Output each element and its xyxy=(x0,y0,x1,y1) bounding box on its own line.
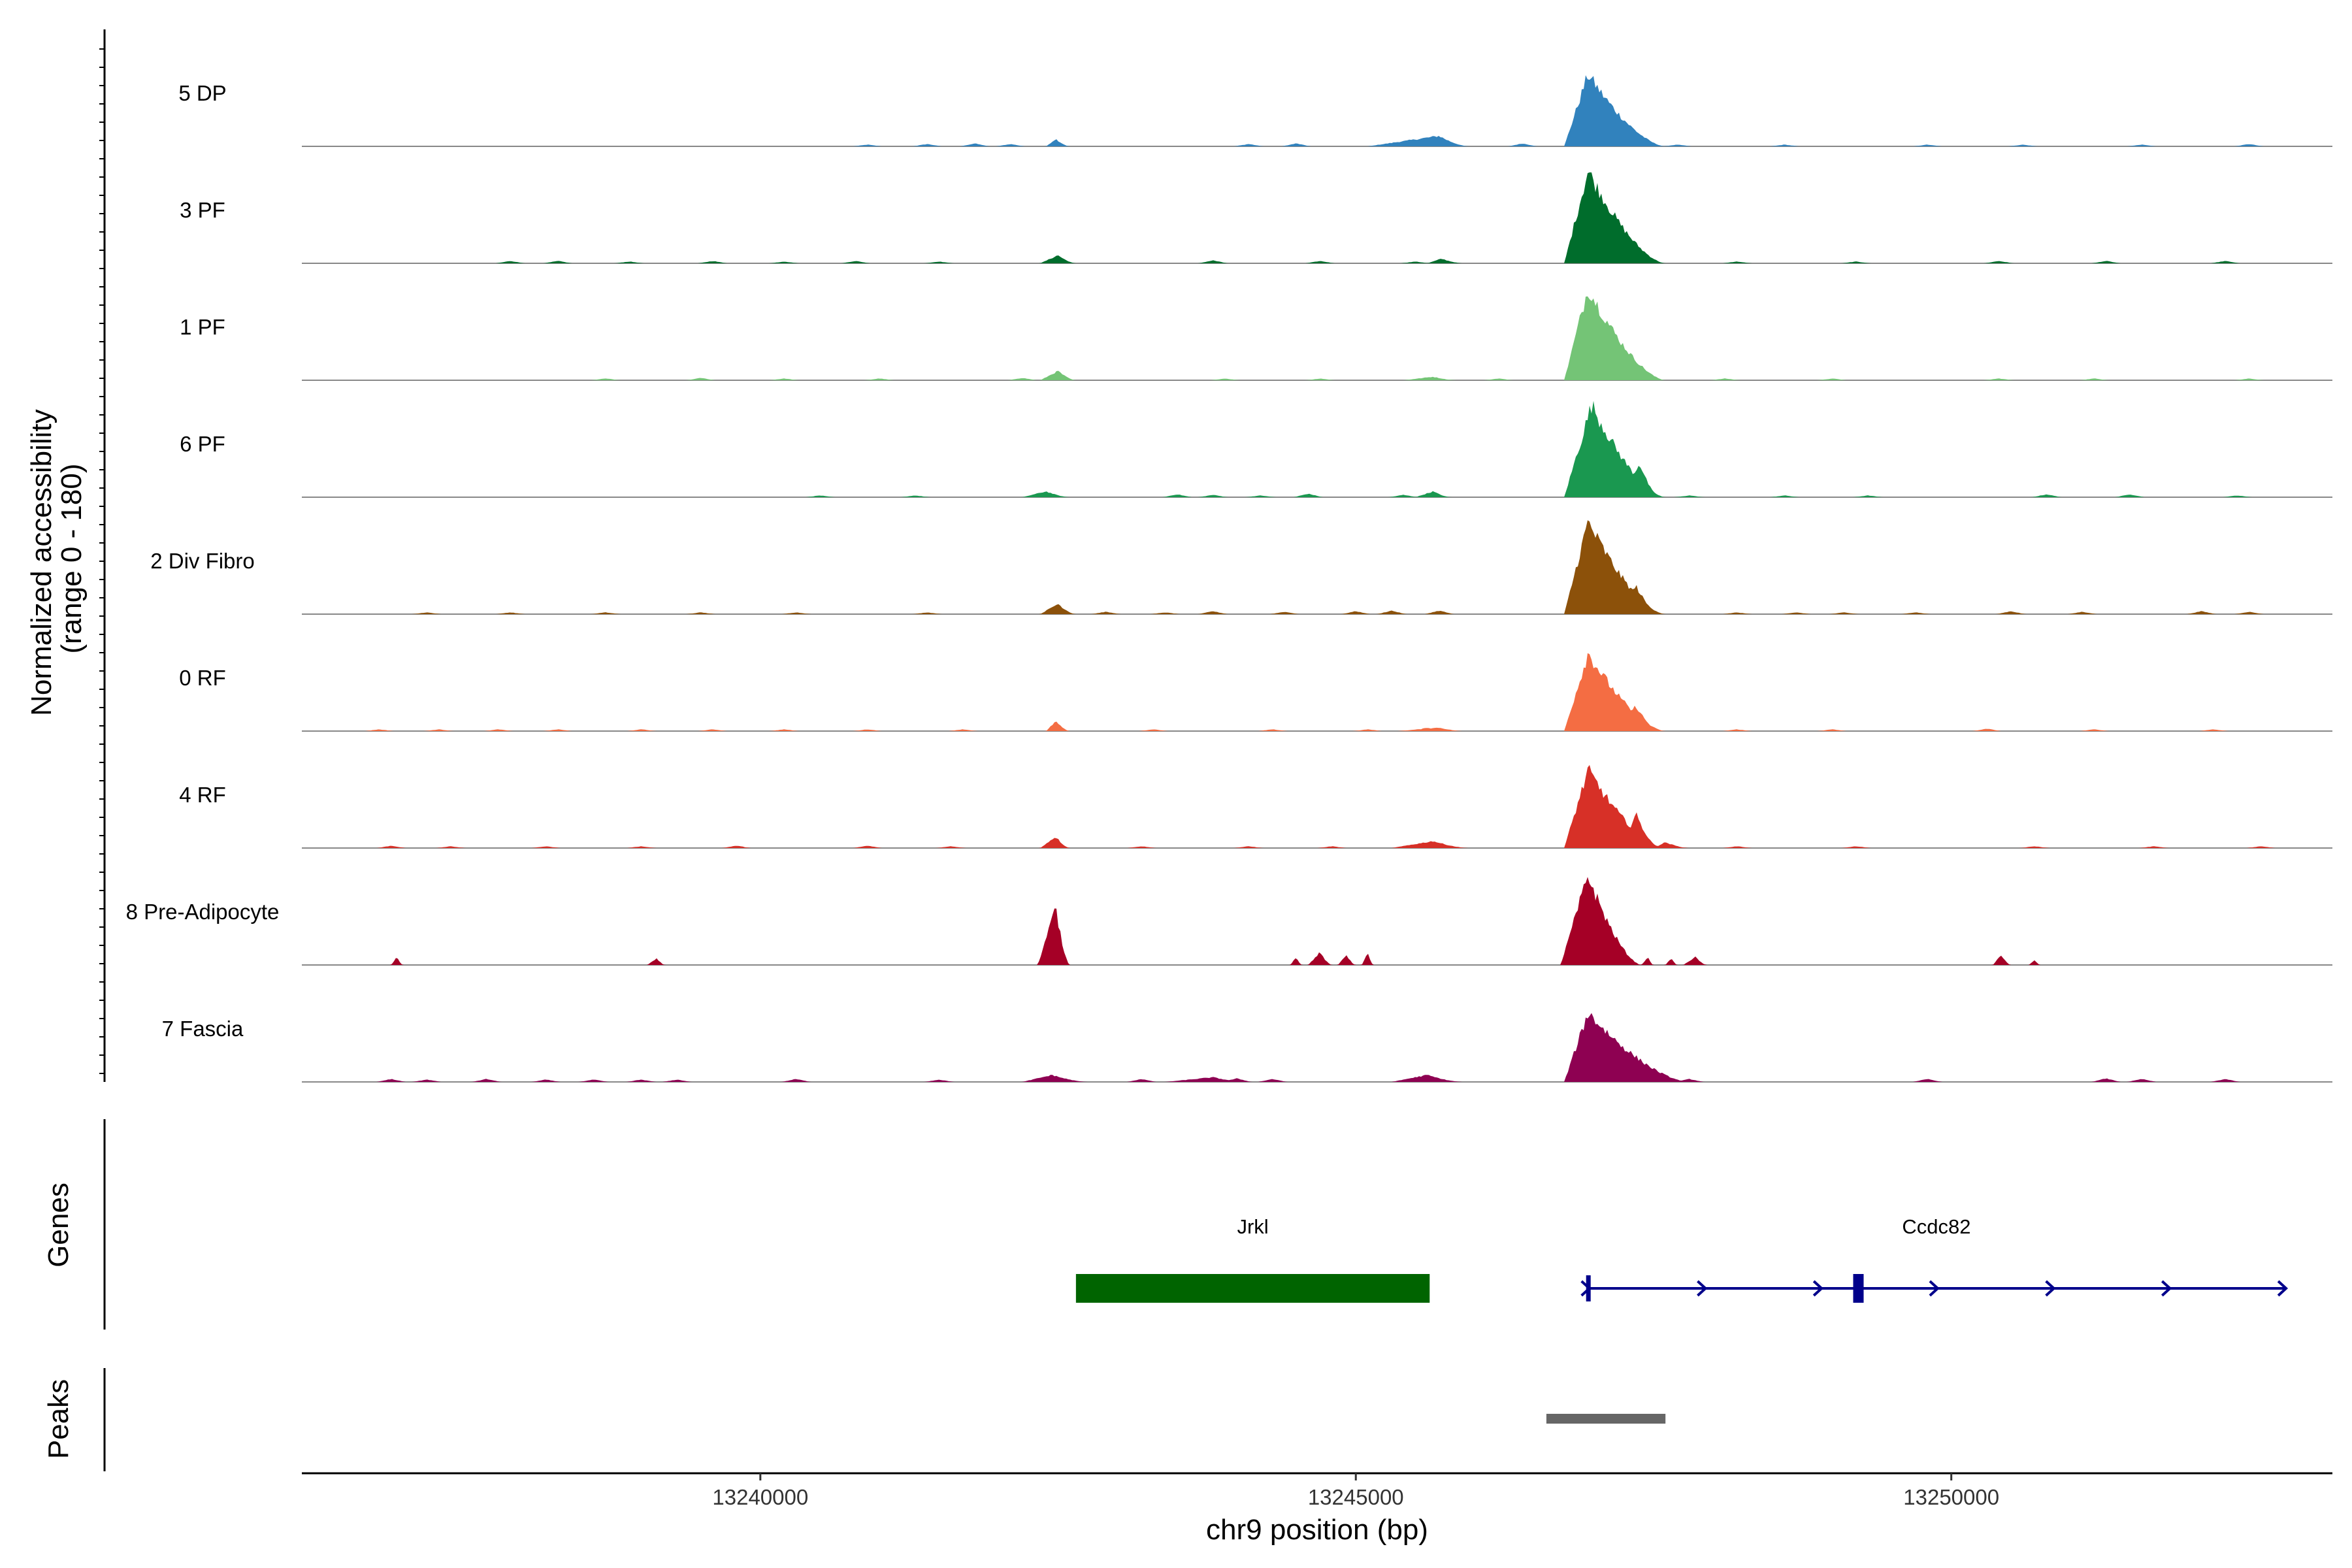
track-label: 7 Fascia xyxy=(162,1017,244,1041)
gene-ccdc82: Ccdc82 xyxy=(1580,1215,2289,1303)
x-tick-label: 13240000 xyxy=(712,1485,808,1509)
coverage-area xyxy=(302,400,2332,497)
coverage-area xyxy=(302,520,2332,614)
coverage-area xyxy=(302,172,2332,263)
track-5-dp: 5 DP xyxy=(178,75,2332,147)
x-axis-ticks: 13240000 13245000 13250000 xyxy=(712,1473,1999,1509)
coverage-area xyxy=(302,653,2332,731)
track-3-pf: 3 PF xyxy=(180,172,2332,264)
y-axis-title-line1: Normalized accessibility xyxy=(25,409,57,715)
coverage-tracks: 5 DP 3 PF 1 PF 6 PF 2 Div Fibro 0 RF 4 RF 8 Pre… xyxy=(126,75,2332,1083)
strand-arrow xyxy=(1580,1280,1592,1297)
track-0-rf: 0 RF xyxy=(179,653,2332,732)
track-label: 8 Pre-Adipocyte xyxy=(126,900,280,924)
x-axis-title: chr9 position (bp) xyxy=(1206,1514,1428,1546)
peak-region xyxy=(1546,1414,1666,1424)
exon xyxy=(1853,1274,1864,1303)
gene-body xyxy=(1075,1274,1430,1303)
x-tick-label: 13245000 xyxy=(1308,1485,1404,1509)
coverage-area xyxy=(302,75,2332,146)
strand-arrow xyxy=(2161,1280,2172,1297)
genes-track-title: Genes xyxy=(42,1183,74,1267)
track-label: 3 PF xyxy=(180,198,225,222)
strand-arrow xyxy=(1812,1280,1824,1297)
gene-label: Jrkl xyxy=(1237,1215,1268,1238)
y-axis-title: Normalized accessibility (range 0 - 180) xyxy=(25,401,88,716)
x-tick-label: 13250000 xyxy=(1903,1485,1999,1509)
y-axis-title-line2: (range 0 - 180) xyxy=(56,463,88,653)
peaks-track xyxy=(1546,1414,1666,1424)
genes-track: Jrkl Ccdc82 xyxy=(1075,1215,2289,1303)
track-8-pre-adipocyte: 8 Pre-Adipocyte xyxy=(126,877,2332,966)
track-label: 0 RF xyxy=(179,666,226,690)
track-label: 4 RF xyxy=(179,783,226,807)
peaks-track-title: Peaks xyxy=(42,1379,74,1459)
gene-label: Ccdc82 xyxy=(1902,1215,1970,1238)
track-label: 5 DP xyxy=(178,81,226,105)
track-2-div-fibro: 2 Div Fibro xyxy=(150,520,2332,615)
gene-jrkl: Jrkl xyxy=(1075,1215,1430,1303)
strand-arrow xyxy=(1929,1280,1940,1297)
coverage-area xyxy=(302,296,2332,380)
coverage-area xyxy=(302,877,2332,965)
track-label: 2 Div Fibro xyxy=(150,549,255,573)
track-label: 1 PF xyxy=(180,315,225,339)
strand-arrow xyxy=(2045,1280,2056,1297)
track-1-pf: 1 PF xyxy=(180,296,2332,381)
track-label: 6 PF xyxy=(180,432,225,456)
track-7-fascia: 7 Fascia xyxy=(162,1013,2332,1083)
strand-arrow xyxy=(1697,1280,1708,1297)
track-6-pf: 6 PF xyxy=(180,400,2332,498)
strand-arrow xyxy=(2277,1280,2289,1297)
coverage-y-ticks xyxy=(99,48,105,1074)
track-4-rf: 4 RF xyxy=(179,764,2332,849)
coverage-area xyxy=(302,1013,2332,1082)
coverage-area xyxy=(302,764,2332,848)
